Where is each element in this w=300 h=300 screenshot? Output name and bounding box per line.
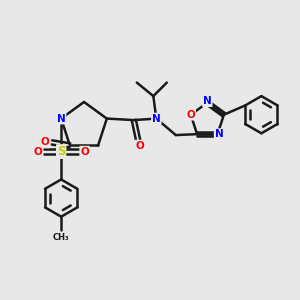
Text: O: O bbox=[80, 147, 89, 157]
Text: O: O bbox=[136, 141, 144, 151]
Text: O: O bbox=[186, 110, 195, 120]
Text: N: N bbox=[152, 114, 161, 124]
Text: N: N bbox=[203, 96, 212, 106]
Text: O: O bbox=[41, 137, 50, 147]
Text: N: N bbox=[57, 114, 65, 124]
Text: CH₃: CH₃ bbox=[53, 233, 70, 242]
Text: O: O bbox=[33, 147, 42, 157]
Text: N: N bbox=[215, 129, 224, 139]
Text: S: S bbox=[57, 145, 65, 158]
